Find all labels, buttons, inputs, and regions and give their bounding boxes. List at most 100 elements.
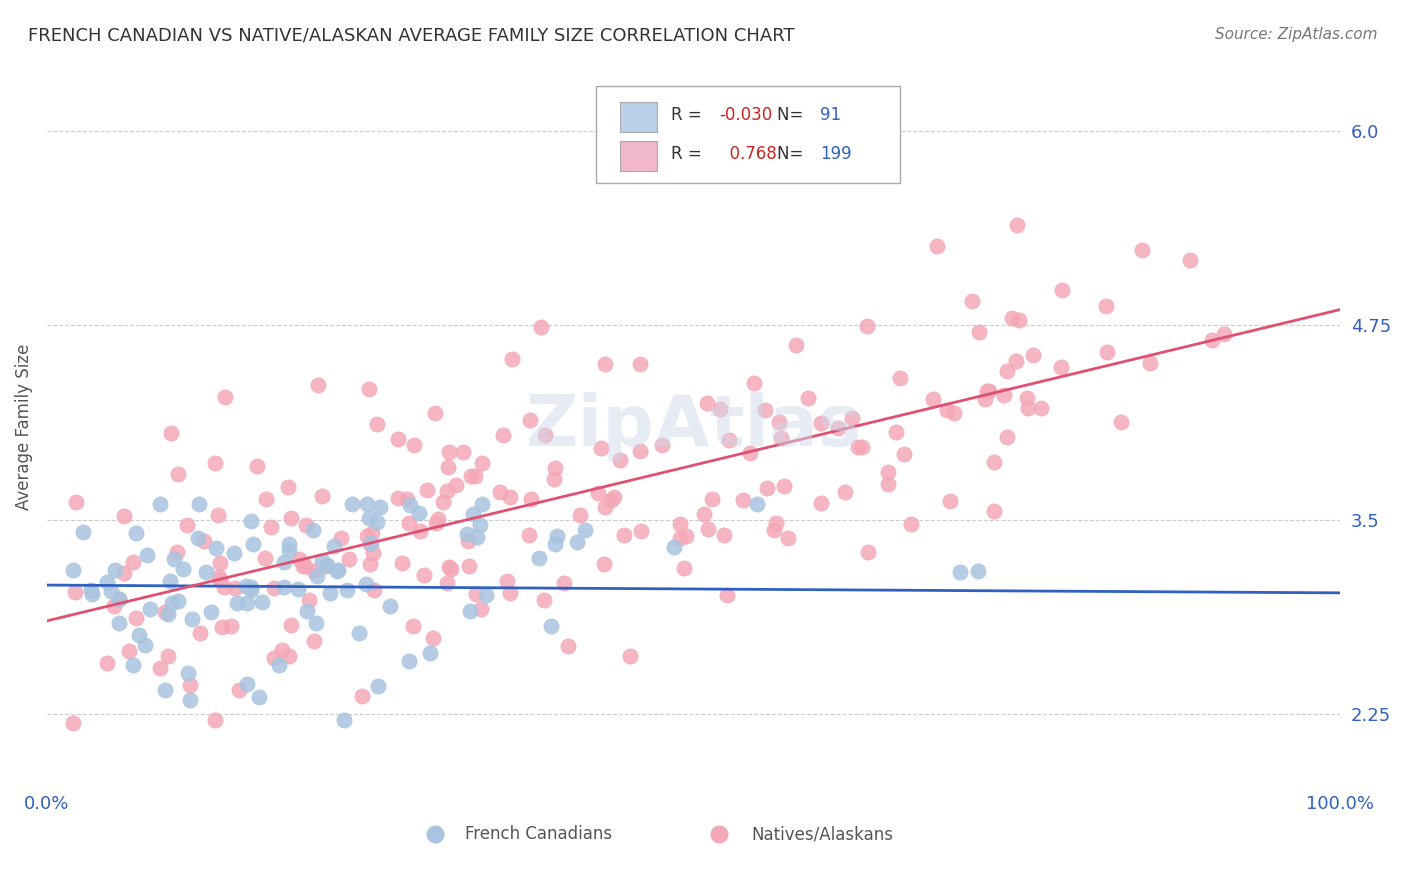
Point bbox=[841, 411, 863, 425]
Point bbox=[460, 469, 482, 483]
Point bbox=[422, 631, 444, 645]
Point bbox=[1178, 253, 1201, 268]
Point bbox=[225, 596, 247, 610]
Point bbox=[568, 508, 591, 522]
Point bbox=[977, 384, 1000, 399]
Text: -0.030: -0.030 bbox=[718, 106, 772, 124]
Point bbox=[395, 491, 418, 506]
Point bbox=[193, 534, 215, 549]
Point bbox=[495, 574, 517, 589]
Point bbox=[456, 527, 478, 541]
Point bbox=[716, 589, 738, 603]
Point bbox=[250, 595, 273, 609]
Point bbox=[696, 396, 718, 410]
Point bbox=[425, 406, 447, 420]
Point bbox=[402, 438, 425, 452]
Point bbox=[668, 516, 690, 531]
Text: R =: R = bbox=[671, 145, 707, 162]
Point bbox=[305, 568, 328, 582]
Point bbox=[770, 431, 793, 445]
Point bbox=[609, 453, 631, 467]
Point bbox=[278, 537, 301, 551]
Point bbox=[298, 593, 321, 607]
Point bbox=[156, 649, 179, 664]
Point bbox=[942, 406, 965, 420]
Point bbox=[280, 510, 302, 524]
Point bbox=[263, 651, 285, 665]
Point bbox=[402, 619, 425, 633]
FancyBboxPatch shape bbox=[620, 102, 657, 132]
Point bbox=[745, 497, 768, 511]
Point bbox=[107, 615, 129, 630]
Point bbox=[834, 484, 856, 499]
Point bbox=[236, 677, 259, 691]
FancyBboxPatch shape bbox=[596, 87, 900, 183]
Point bbox=[651, 438, 673, 452]
Point bbox=[1095, 345, 1118, 359]
Point bbox=[983, 455, 1005, 469]
Point bbox=[340, 497, 363, 511]
Point bbox=[1095, 299, 1118, 313]
Point bbox=[228, 682, 250, 697]
Point bbox=[593, 500, 616, 514]
Point bbox=[492, 427, 515, 442]
Point bbox=[543, 472, 565, 486]
Point bbox=[366, 515, 388, 529]
Point bbox=[212, 580, 235, 594]
Point bbox=[354, 577, 377, 591]
Point bbox=[204, 713, 226, 727]
Point bbox=[1212, 327, 1234, 342]
Point bbox=[949, 565, 972, 579]
Point bbox=[993, 388, 1015, 402]
Point bbox=[593, 357, 616, 371]
Point bbox=[398, 516, 420, 530]
Point bbox=[534, 428, 557, 442]
Point bbox=[267, 658, 290, 673]
Point bbox=[387, 491, 409, 505]
Point bbox=[530, 320, 553, 334]
Point bbox=[1022, 348, 1045, 362]
Point bbox=[209, 557, 232, 571]
Point bbox=[235, 579, 257, 593]
Point bbox=[291, 559, 314, 574]
Point bbox=[565, 534, 588, 549]
Point bbox=[100, 584, 122, 599]
Point bbox=[810, 496, 832, 510]
Point bbox=[72, 525, 94, 540]
Point bbox=[224, 582, 246, 596]
Point bbox=[1007, 218, 1029, 232]
Point bbox=[366, 417, 388, 431]
Point bbox=[368, 500, 391, 514]
Point bbox=[134, 639, 156, 653]
Point bbox=[935, 403, 957, 417]
Point bbox=[208, 570, 231, 584]
Point bbox=[357, 510, 380, 524]
Point bbox=[488, 485, 510, 500]
Point bbox=[453, 445, 475, 459]
Point bbox=[311, 554, 333, 568]
Text: N=: N= bbox=[778, 106, 808, 124]
Point bbox=[995, 364, 1018, 378]
Point bbox=[288, 552, 311, 566]
Point bbox=[900, 517, 922, 532]
Point bbox=[349, 626, 371, 640]
Point bbox=[768, 415, 790, 429]
Text: French Canadians: French Canadians bbox=[464, 825, 612, 843]
Point bbox=[432, 495, 454, 509]
Point bbox=[465, 587, 488, 601]
Point bbox=[471, 456, 494, 470]
Point bbox=[188, 497, 211, 511]
Point bbox=[367, 679, 389, 693]
Point bbox=[242, 537, 264, 551]
Point bbox=[1050, 283, 1073, 297]
Point bbox=[967, 564, 990, 578]
Point bbox=[697, 523, 720, 537]
Point bbox=[339, 551, 361, 566]
Point bbox=[363, 583, 385, 598]
Text: 199: 199 bbox=[820, 145, 852, 162]
Point bbox=[204, 456, 226, 470]
Point bbox=[709, 402, 731, 417]
Point bbox=[176, 517, 198, 532]
Point bbox=[62, 563, 84, 577]
Text: Natives/Alaskans: Natives/Alaskans bbox=[752, 825, 894, 843]
